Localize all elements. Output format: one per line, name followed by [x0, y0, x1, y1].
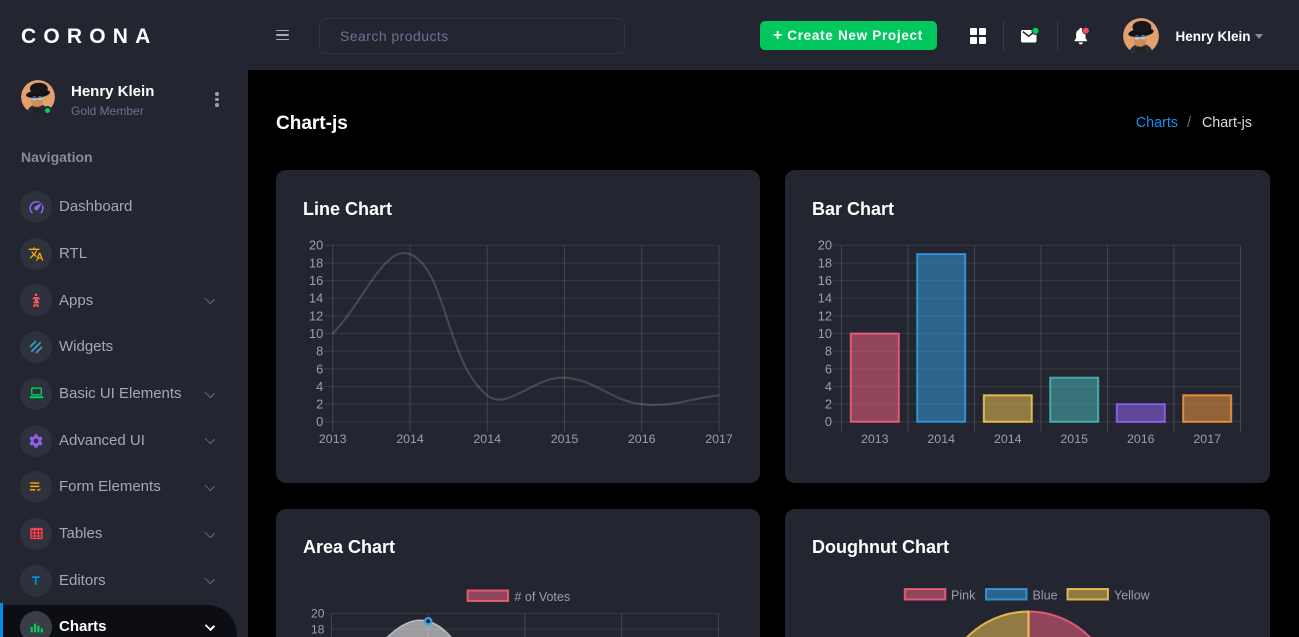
svg-text:2: 2: [316, 397, 323, 412]
svg-text:2017: 2017: [705, 432, 733, 446]
svg-text:20: 20: [309, 238, 323, 253]
svg-text:16: 16: [818, 273, 832, 288]
svg-text:2: 2: [825, 397, 832, 412]
svg-text:4: 4: [825, 379, 832, 394]
svg-text:14: 14: [309, 291, 323, 306]
svg-text:12: 12: [818, 308, 832, 323]
svg-text:10: 10: [309, 326, 323, 341]
svg-text:2014: 2014: [473, 432, 501, 446]
svg-text:12: 12: [309, 308, 323, 323]
svg-text:20: 20: [311, 606, 325, 620]
svg-text:18: 18: [311, 622, 325, 636]
svg-text:2013: 2013: [861, 432, 889, 446]
svg-text:2017: 2017: [1193, 432, 1221, 446]
svg-text:0: 0: [825, 414, 832, 429]
svg-text:4: 4: [316, 379, 323, 394]
svg-text:2014: 2014: [994, 432, 1022, 446]
svg-text:18: 18: [309, 255, 323, 270]
svg-text:2016: 2016: [1127, 432, 1155, 446]
svg-text:6: 6: [825, 361, 832, 376]
svg-text:2014: 2014: [396, 432, 424, 446]
svg-text:10: 10: [818, 326, 832, 341]
svg-text:2013: 2013: [319, 432, 347, 446]
svg-text:14: 14: [818, 291, 832, 306]
svg-text:Yellow: Yellow: [1114, 588, 1151, 602]
svg-text:20: 20: [818, 238, 832, 253]
svg-text:2016: 2016: [628, 432, 656, 446]
svg-text:Blue: Blue: [1033, 588, 1058, 602]
svg-text:2014: 2014: [927, 432, 955, 446]
svg-text:2015: 2015: [1060, 432, 1088, 446]
svg-text:6: 6: [316, 361, 323, 376]
svg-text:Pink: Pink: [951, 588, 976, 602]
svg-text:18: 18: [818, 255, 832, 270]
svg-text:# of Votes: # of Votes: [515, 590, 571, 604]
svg-text:8: 8: [825, 344, 832, 359]
svg-text:0: 0: [316, 414, 323, 429]
svg-text:2015: 2015: [551, 432, 579, 446]
svg-text:16: 16: [309, 273, 323, 288]
svg-text:8: 8: [316, 344, 323, 359]
